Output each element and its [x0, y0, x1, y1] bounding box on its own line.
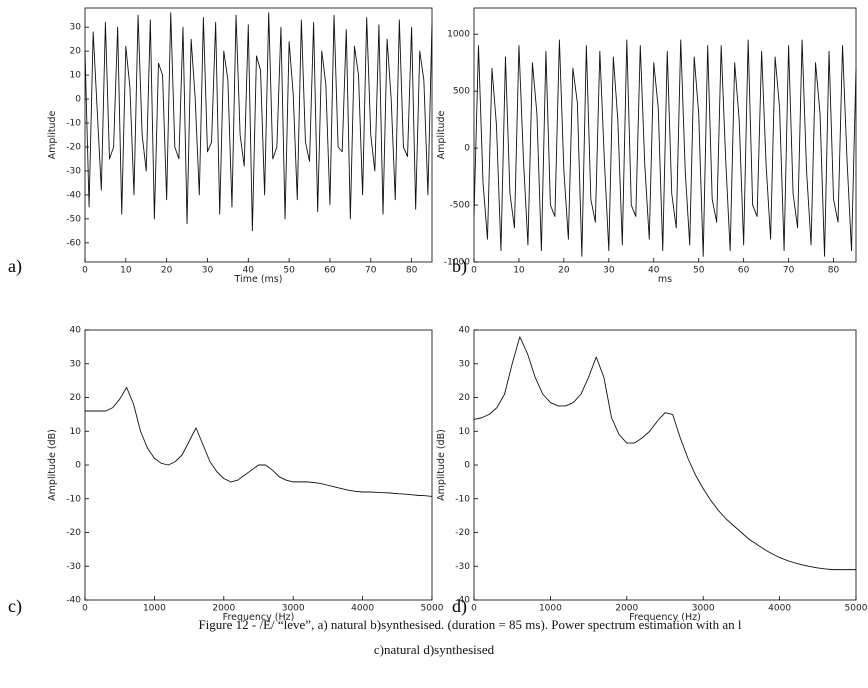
panel-label: b) — [452, 256, 467, 277]
x-axis-label: Frequency (Hz) — [629, 612, 701, 623]
y-tick-label: 20 — [459, 393, 471, 403]
y-tick-label: 0 — [464, 461, 470, 471]
y-tick-label: -50 — [66, 214, 81, 224]
y-tick-label: -40 — [66, 596, 81, 606]
plot-area — [84, 7, 433, 263]
y-tick-label: -20 — [455, 528, 470, 538]
x-tick-label: 5000 — [421, 604, 444, 614]
y-tick-label: 30 — [459, 359, 471, 369]
plot-area — [473, 329, 857, 601]
x-tick-label: 60 — [738, 266, 750, 276]
y-tick-label: 0 — [75, 95, 81, 105]
x-tick-label: 50 — [283, 266, 295, 276]
y-tick-label: -30 — [455, 562, 470, 572]
y-tick-label: -40 — [455, 596, 470, 606]
chart: 0 1000 2000 3000 4000 5000 -40 -30 -20 -10 0 10 20 30… — [8, 326, 444, 624]
x-tick-label: 0 — [471, 266, 477, 276]
x-tick-label: 1000 — [143, 604, 166, 614]
x-tick-label: 50 — [693, 266, 705, 276]
x-tick-label: 80 — [828, 266, 840, 276]
x-tick-label: 0 — [82, 266, 88, 276]
y-tick-label: 10 — [70, 71, 82, 81]
x-tick-label: 30 — [202, 266, 214, 276]
x-tick-label: 40 — [243, 266, 255, 276]
x-axis-label: Time (ms) — [234, 274, 283, 285]
x-tick-label: 10 — [513, 266, 525, 276]
y-tick-label: -10 — [66, 119, 81, 129]
x-tick-label: 5000 — [845, 604, 868, 614]
series-line — [473, 39, 857, 257]
x-axis-label: Frequency (Hz) — [223, 612, 295, 623]
x-tick-label: 0 — [471, 604, 477, 614]
x-tick-label: 60 — [324, 266, 336, 276]
caption-line: c)natural d)synthesised — [374, 642, 495, 657]
y-tick-label: -30 — [66, 166, 81, 176]
x-tick-label: 70 — [365, 266, 377, 276]
y-tick-label: 40 — [70, 326, 82, 336]
y-tick-label: -20 — [66, 528, 81, 538]
caption-line: Figure 12 - /E/ “leve”, a) natural b)syn… — [198, 617, 741, 632]
y-tick-label: -30 — [66, 562, 81, 572]
y-tick-label: -40 — [66, 190, 81, 200]
y-tick-label: -20 — [66, 142, 81, 152]
y-tick-label: 0 — [75, 461, 81, 471]
x-tick-label: 3000 — [282, 604, 305, 614]
y-tick-label: 40 — [459, 326, 471, 336]
x-tick-label: 20 — [558, 266, 570, 276]
y-tick-label: 30 — [70, 359, 82, 369]
series-line — [84, 12, 433, 232]
x-tick-label: 4000 — [351, 604, 374, 614]
y-tick-label: 500 — [453, 87, 470, 97]
x-tick-label: 30 — [603, 266, 615, 276]
y-axis-label: Amplitude — [47, 111, 58, 160]
x-axis-label: ms — [658, 274, 672, 285]
x-tick-label: 10 — [120, 266, 132, 276]
panel-label: a) — [8, 256, 22, 277]
y-tick-label: 30 — [70, 23, 82, 33]
y-tick-label: -10 — [455, 494, 470, 504]
y-tick-label: 10 — [459, 427, 471, 437]
x-tick-label: 80 — [406, 266, 418, 276]
x-tick-label: 0 — [82, 604, 88, 614]
y-tick-label: -500 — [450, 201, 471, 211]
series-line — [473, 336, 856, 571]
x-tick-label: 4000 — [768, 604, 791, 614]
y-tick-label: 10 — [70, 427, 82, 437]
y-tick-label: 0 — [464, 144, 470, 154]
chart: 0 10 20 30 40 50 60 70 80 -60 -50 -40 -30 -20 -10 0 10 20… — [8, 7, 433, 285]
x-tick-label: 2000 — [212, 604, 235, 614]
chart: 0 10 20 30 40 50 60 70 80 -1000 -500 0 500 1000 ms Ampl… — [436, 7, 857, 285]
y-axis-label: Amplitude (dB) — [47, 429, 58, 501]
y-axis-label: Amplitude (dB) — [436, 429, 447, 501]
y-tick-label: -10 — [66, 494, 81, 504]
series-line — [85, 386, 433, 497]
x-tick-label: 20 — [161, 266, 173, 276]
y-tick-label: 1000 — [447, 30, 470, 40]
y-axis-label: Amplitude — [436, 111, 447, 160]
panel-label: d) — [452, 596, 467, 617]
x-tick-label: 70 — [783, 266, 795, 276]
y-tick-label: 20 — [70, 393, 82, 403]
x-tick-label: 1000 — [539, 604, 562, 614]
x-tick-label: 3000 — [692, 604, 715, 614]
x-tick-label: 40 — [648, 266, 660, 276]
panel-label: c) — [8, 596, 22, 617]
x-tick-label: 2000 — [615, 604, 638, 614]
y-tick-label: 20 — [70, 47, 82, 57]
chart: 0 1000 2000 3000 4000 5000 -40 -30 -20 -10 0 10 20 30… — [436, 326, 868, 624]
y-tick-label: -1000 — [444, 258, 470, 268]
y-tick-label: -60 — [66, 238, 81, 248]
